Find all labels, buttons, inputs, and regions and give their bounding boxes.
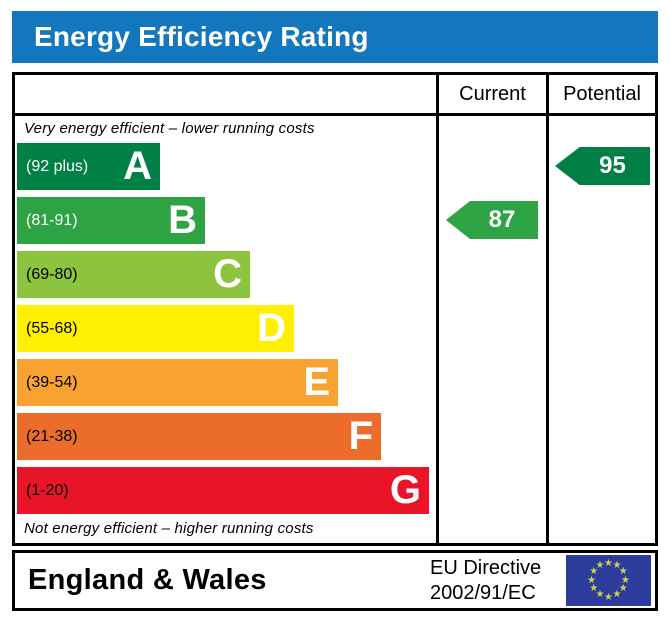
- band-range-label: (1-20): [26, 481, 69, 499]
- band-letter: F: [348, 414, 373, 458]
- column-divider-right: [546, 75, 549, 543]
- band-range-label: (92 plus): [26, 157, 89, 175]
- star-icon: ★: [595, 559, 605, 571]
- bands: (92 plus) A (81-91) B (69-80) C (55-68) D (39-54…: [17, 143, 429, 521]
- star-icon: ★: [604, 557, 613, 569]
- eu-flag-icon: ★ ★ ★ ★ ★ ★ ★ ★ ★ ★ ★ ★: [566, 555, 651, 606]
- band-a: (92 plus) A: [17, 143, 160, 190]
- current-rating-arrow: 87: [446, 201, 538, 239]
- bottom-note: Not energy efficient – higher running co…: [24, 520, 314, 537]
- header-divider: [15, 113, 655, 116]
- top-note: Very energy efficient – lower running co…: [24, 120, 315, 137]
- column-divider-left: [436, 75, 439, 543]
- eu-directive-line2: 2002/91/EC: [430, 582, 536, 604]
- band-letter: G: [389, 468, 421, 512]
- band-e: (39-54) E: [17, 359, 338, 406]
- eu-directive-line1: EU Directive: [430, 557, 542, 579]
- band-range-label: (69-80): [26, 265, 78, 283]
- band-b: (81-91) B: [17, 197, 205, 244]
- star-icon: ★: [595, 589, 605, 601]
- star-icon: ★: [618, 566, 628, 577]
- star-icon: ★: [587, 574, 596, 586]
- star-icon: ★: [612, 559, 622, 571]
- potential-rating-arrow: 95: [555, 147, 650, 185]
- band-range-label: (55-68): [26, 319, 78, 337]
- column-header-potential: Potential: [563, 83, 641, 105]
- band-letter: E: [303, 360, 330, 404]
- star-icon: ★: [604, 591, 613, 603]
- band-letter: B: [168, 198, 197, 242]
- band-letter: A: [123, 144, 152, 188]
- star-icon: ★: [589, 566, 599, 577]
- star-icon: ★: [621, 574, 630, 586]
- star-icon: ★: [589, 583, 599, 594]
- band-letter: C: [213, 252, 242, 296]
- page-title: Energy Efficiency Rating: [12, 11, 658, 63]
- band-d: (55-68) D: [17, 305, 294, 352]
- rating-chart: Current Potential Very energy efficient …: [12, 72, 658, 546]
- band-range-label: (81-91): [26, 211, 78, 229]
- star-icon: ★: [612, 589, 622, 601]
- band-c: (69-80) C: [17, 251, 250, 298]
- band-range-label: (39-54): [26, 373, 78, 391]
- band-g: (1-20) G: [17, 467, 429, 514]
- band-letter: D: [257, 306, 286, 350]
- region-label: England & Wales: [28, 564, 267, 596]
- band-range-label: (21-38): [26, 427, 78, 445]
- band-f: (21-38) F: [17, 413, 381, 460]
- eu-directive-label: EU Directive 2002/91/EC: [430, 556, 541, 606]
- current-rating-value: 87: [488, 206, 516, 233]
- star-icon: ★: [618, 583, 628, 594]
- potential-rating-value: 95: [599, 152, 626, 179]
- column-header-current: Current: [459, 83, 526, 105]
- footer: England & Wales EU Directive 2002/91/EC …: [12, 550, 658, 611]
